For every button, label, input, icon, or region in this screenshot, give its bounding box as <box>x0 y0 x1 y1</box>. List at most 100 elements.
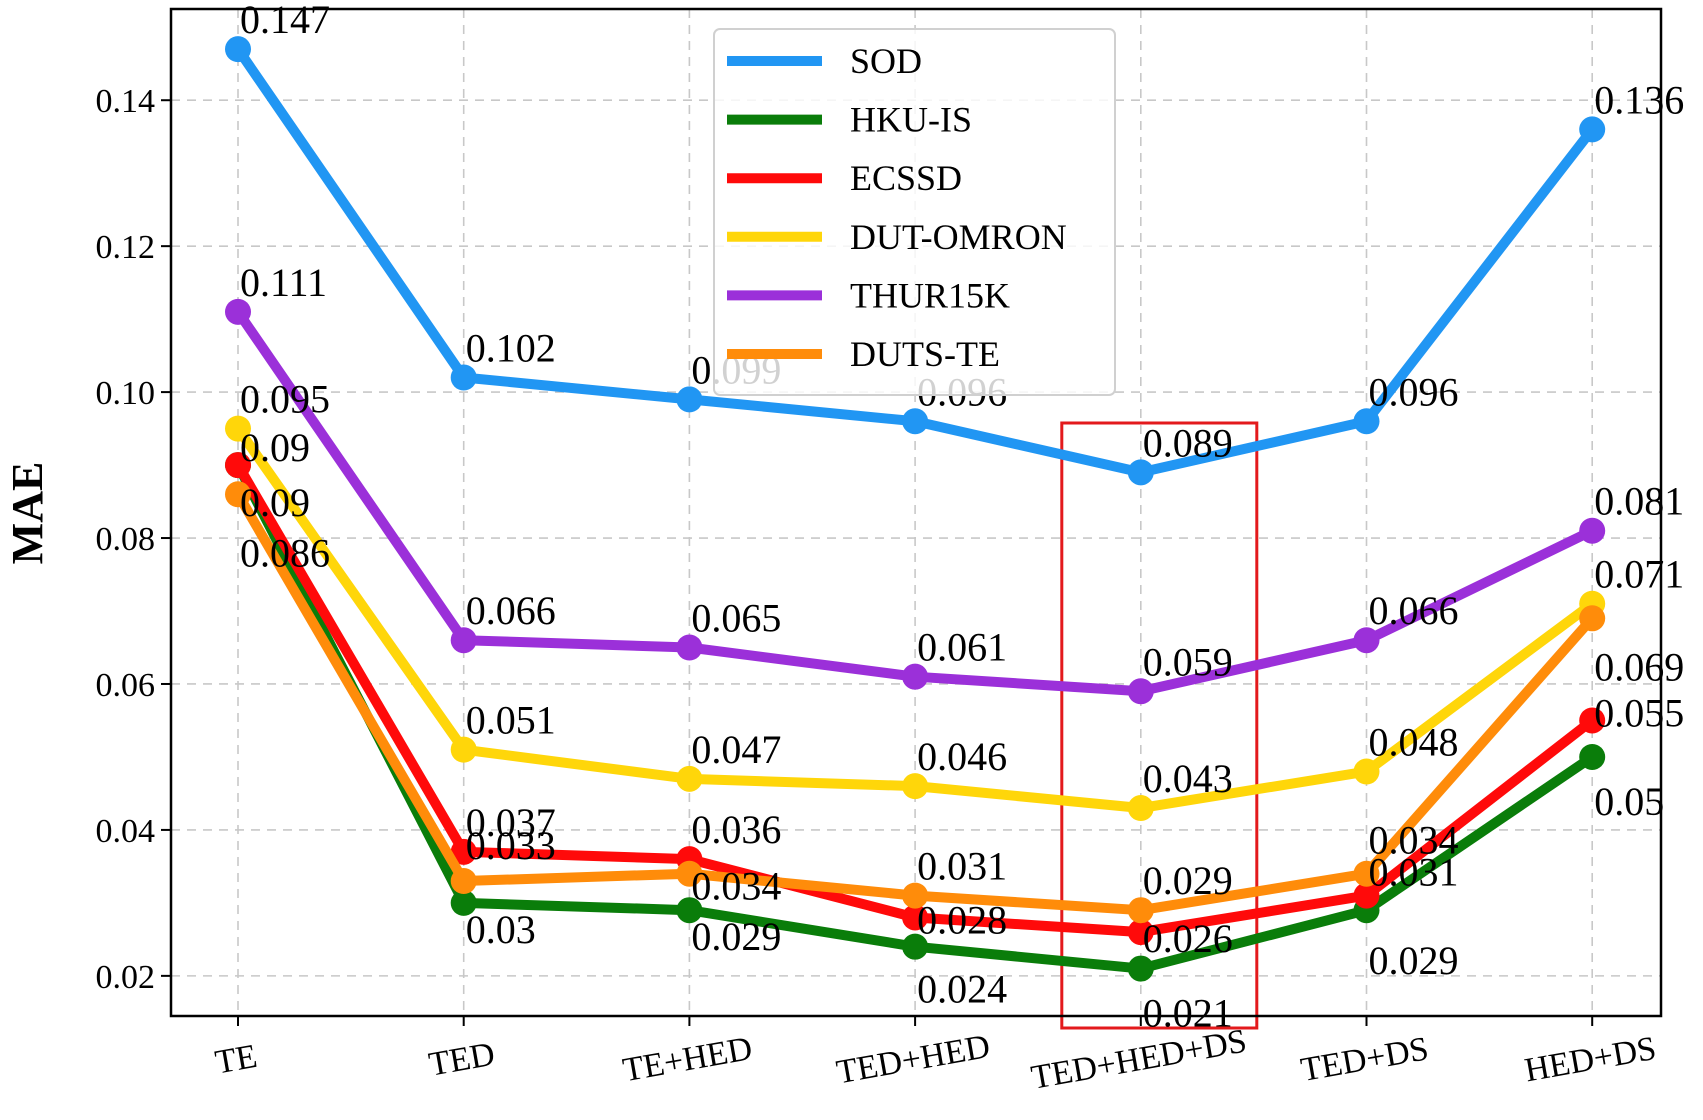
data-point <box>225 36 251 63</box>
data-point <box>1127 459 1154 486</box>
data-point <box>450 889 477 916</box>
data-point <box>225 415 251 442</box>
x-tick-label: HED+DS <box>1522 1030 1659 1089</box>
data-label: 0.031 <box>917 844 1007 889</box>
data-point <box>1353 860 1380 887</box>
data-label: 0.05 <box>1594 779 1664 824</box>
data-label: 0.055 <box>1594 690 1684 735</box>
data-point <box>225 298 251 325</box>
data-label: 0.089 <box>1143 420 1233 465</box>
data-label: 0.081 <box>1594 479 1684 524</box>
data-point <box>902 773 929 800</box>
data-label: 0.047 <box>691 727 781 772</box>
data-label: 0.066 <box>1369 588 1459 633</box>
data-label: 0.102 <box>466 326 556 371</box>
x-tick-label: TED+HED <box>834 1028 993 1091</box>
x-tick-label: TE <box>213 1038 260 1082</box>
data-label: 0.069 <box>1594 644 1684 689</box>
data-label: 0.03 <box>466 907 536 952</box>
data-point <box>1353 882 1380 909</box>
data-label: 0.065 <box>691 595 781 640</box>
legend: SOD HKU-IS ECSSD DUT-OMRON THUR15K DUTS-TE <box>713 28 1116 396</box>
data-label: 0.031 <box>1369 850 1459 895</box>
x-tick-label: TED <box>426 1036 498 1084</box>
highlight-box-layer <box>1060 421 1259 1030</box>
data-point <box>676 765 703 792</box>
data-label: 0.021 <box>1143 991 1233 1036</box>
data-point <box>450 364 477 391</box>
data-labels-layer: 0.1470.1020.0990.0960.0890.0960.1360.090… <box>240 0 1684 1036</box>
data-point <box>902 663 929 690</box>
data-point <box>676 897 703 924</box>
data-point <box>676 386 703 413</box>
legend-label: THUR15K <box>850 275 1010 315</box>
y-tick-label: 0.06 <box>96 667 156 704</box>
data-point <box>450 627 477 654</box>
data-label: 0.029 <box>1143 858 1233 903</box>
data-label: 0.09 <box>240 480 310 525</box>
data-point <box>1579 116 1606 143</box>
data-label: 0.147 <box>240 0 330 42</box>
data-label: 0.095 <box>240 377 330 422</box>
data-label: 0.059 <box>1143 639 1233 684</box>
data-point <box>902 904 929 931</box>
legend-label: DUT-OMRON <box>850 217 1067 257</box>
data-point <box>225 452 251 479</box>
data-point <box>1127 897 1154 924</box>
data-label: 0.024 <box>917 967 1007 1012</box>
data-label: 0.136 <box>1594 77 1684 122</box>
data-label: 0.034 <box>1369 818 1459 863</box>
data-label: 0.046 <box>917 734 1007 779</box>
data-label: 0.09 <box>240 425 310 470</box>
data-point <box>450 736 477 763</box>
data-label: 0.037 <box>466 800 556 845</box>
y-tick-label: 0.08 <box>96 521 156 558</box>
data-label: 0.033 <box>466 823 556 868</box>
data-point <box>1579 517 1606 544</box>
data-point <box>902 408 929 435</box>
data-label: 0.111 <box>240 260 327 305</box>
x-tick-label: TED+HED+DS <box>1029 1023 1250 1097</box>
data-label: 0.086 <box>240 530 330 575</box>
x-tick-label: TE+HED <box>620 1030 755 1089</box>
data-point <box>1127 955 1154 982</box>
data-point <box>1353 627 1380 654</box>
data-label: 0.029 <box>1369 938 1459 983</box>
x-tick-label: TED+DS <box>1298 1030 1431 1089</box>
data-label: 0.028 <box>917 897 1007 942</box>
y-tick-label: 0.12 <box>96 229 156 266</box>
legend-label: HKU-IS <box>850 100 972 140</box>
y-tick-label: 0.02 <box>96 959 156 996</box>
data-label: 0.061 <box>917 625 1007 670</box>
data-point <box>676 860 703 887</box>
data-label: 0.043 <box>1143 756 1233 801</box>
data-label: 0.066 <box>466 588 556 633</box>
data-point <box>1127 919 1154 946</box>
data-point <box>1579 605 1606 632</box>
data-label: 0.048 <box>1369 720 1459 765</box>
data-point <box>1579 707 1606 734</box>
data-point <box>225 481 251 508</box>
data-label: 0.034 <box>691 864 781 909</box>
data-point <box>902 882 929 909</box>
y-tick-label: 0.14 <box>96 83 156 120</box>
series-layer <box>225 36 1606 982</box>
data-point <box>1127 795 1154 822</box>
highlight-box <box>1060 421 1259 1030</box>
data-label: 0.026 <box>1143 916 1233 961</box>
data-point <box>1127 678 1154 705</box>
data-point <box>1579 743 1606 770</box>
data-label: 0.096 <box>1369 369 1459 414</box>
y-tick-label: 0.04 <box>96 813 156 850</box>
legend-label: DUTS-TE <box>850 334 1000 374</box>
legend-label: SOD <box>850 41 922 81</box>
data-point <box>450 838 477 865</box>
data-point <box>450 868 477 895</box>
data-point <box>676 634 703 661</box>
data-point <box>1353 758 1380 785</box>
data-label: 0.071 <box>1594 552 1684 597</box>
data-label: 0.051 <box>466 698 556 743</box>
data-point <box>902 933 929 960</box>
data-label: 0.029 <box>691 914 781 959</box>
